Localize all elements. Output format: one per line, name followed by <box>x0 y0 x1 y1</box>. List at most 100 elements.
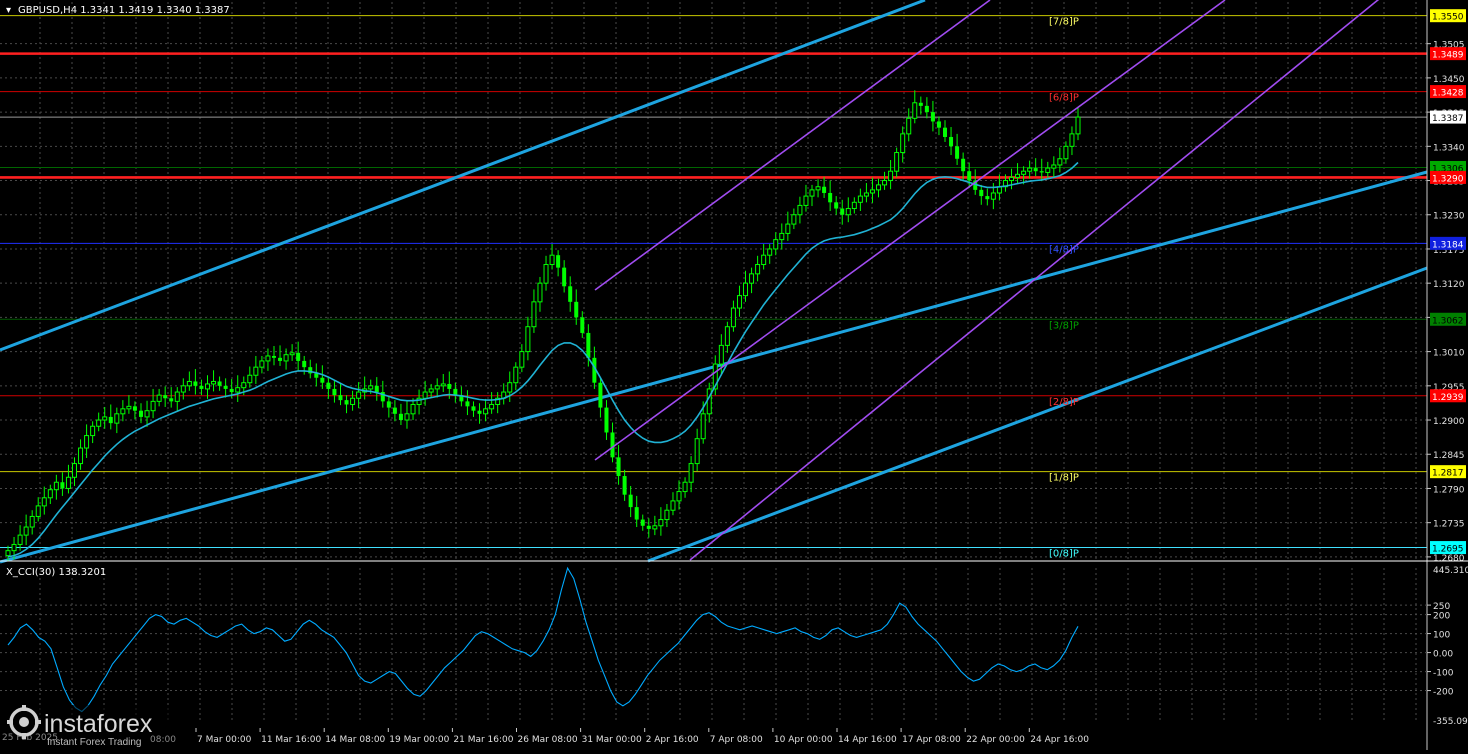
candle-body-bull <box>186 380 192 387</box>
candle-body-bear <box>955 146 960 159</box>
murray-levels <box>0 15 1427 549</box>
candle-body-bull <box>863 192 869 197</box>
candle-body-bear <box>985 196 990 200</box>
candle-body-bull <box>235 387 241 393</box>
candle-body-bull <box>289 352 295 356</box>
price-tag-label: 1.3550 <box>1432 13 1464 23</box>
candle-body-bull <box>755 264 761 275</box>
time-tick-label: 7 Apr 08:00 <box>710 735 763 745</box>
candle-body-bear <box>332 388 337 396</box>
candle-body-bull <box>845 208 851 216</box>
price-tick-label: 1.3120 <box>1433 280 1465 290</box>
level-label: [0/8]P <box>1049 549 1079 560</box>
channel-line <box>594 0 991 291</box>
candle-body-bull <box>483 408 489 415</box>
candle-body-bear <box>598 382 603 408</box>
candle-body-bull <box>495 397 501 405</box>
cci-tick-label: 0.00 <box>1433 650 1453 660</box>
moving-average-line <box>7 161 1079 558</box>
candle-body-bear <box>562 267 567 287</box>
candle-body-bull <box>718 344 724 365</box>
candle-body-bull <box>682 481 688 493</box>
candle-body-bear <box>610 432 615 458</box>
candle-body-bear <box>392 407 397 414</box>
candle-body-bull <box>17 534 23 545</box>
candle-body-bear <box>628 494 633 508</box>
candle-body-bull <box>283 354 289 362</box>
price-tag-label: 1.2939 <box>1432 393 1464 403</box>
candle-body-bear <box>302 360 307 368</box>
candle-body-bull <box>652 525 658 530</box>
level-label: [4/8]P <box>1049 244 1079 255</box>
candle-body-bear <box>973 180 978 190</box>
candle-body-bull <box>519 351 525 368</box>
candle-body-bull <box>888 170 894 182</box>
candle-body-bear <box>477 410 482 414</box>
time-tick-label: 14 Mar 08:00 <box>325 735 385 745</box>
candle-body-bear <box>398 413 403 421</box>
time-tick-label: 24 Apr 16:00 <box>1030 735 1089 745</box>
candle-body-bull <box>676 491 682 502</box>
candle-body-bull <box>712 363 718 390</box>
price-tick-label: 1.3010 <box>1433 349 1465 359</box>
candle-body-bull <box>779 232 785 241</box>
candle-body-bull <box>990 192 996 200</box>
candle-body-bull <box>41 497 47 507</box>
candle-body-bull <box>525 326 531 353</box>
candle-body-bull <box>404 413 410 421</box>
price-tag-box <box>1430 236 1466 250</box>
candle-body-bear <box>163 395 168 399</box>
candle-body-bear <box>132 406 137 411</box>
candle-body-bull <box>126 405 132 410</box>
candle-body-bear <box>169 398 174 402</box>
candle-body-bull <box>150 400 156 412</box>
candle-body-bear <box>465 401 470 407</box>
candle-body-bull <box>5 550 11 557</box>
candle-body-bull <box>894 152 900 172</box>
candle-body-bull <box>537 282 543 303</box>
candle-body-bear <box>60 482 65 489</box>
candle-body-bull <box>102 416 108 421</box>
time-tick-label: 26 Mar 08:00 <box>518 735 578 745</box>
candle-body-bear <box>616 457 621 477</box>
watermark-brand: instaforex <box>44 710 153 738</box>
candle-body-bull <box>531 301 537 328</box>
price-tick-label: 1.2790 <box>1433 485 1465 495</box>
price-tag-box <box>1430 170 1466 184</box>
candle-body-bull <box>29 515 35 528</box>
candle-body-bull <box>767 248 773 256</box>
symbol-menu-icon[interactable]: ▾ <box>6 5 11 16</box>
time-tick-label: 7 Mar 00:00 <box>197 735 252 745</box>
candle-body-bull <box>1009 176 1015 182</box>
candle-body-bear <box>622 476 627 495</box>
candle-body-bull <box>368 385 374 390</box>
candle-body-bull <box>35 505 41 517</box>
price-tag-label: 1.2817 <box>1432 469 1464 479</box>
candle-body-bull <box>1069 133 1075 147</box>
candle-body-bear <box>278 357 283 361</box>
candle-body-bull <box>658 519 664 527</box>
candle-body-bull <box>743 282 749 297</box>
price-tag-label: 1.3306 <box>1432 164 1464 174</box>
candle-body-bull <box>47 489 53 499</box>
cci-title: X_CCI(30) 138.3201 <box>6 567 106 578</box>
instaforex-logo-icon <box>7 705 41 739</box>
watermark-tagline: Instant Forex Trading <box>47 737 142 748</box>
candle-body-bear <box>471 406 476 411</box>
candle-body-bull <box>259 360 265 368</box>
candle-body-bear <box>967 171 972 181</box>
candle-body-bull <box>90 425 96 437</box>
trend-line <box>0 0 926 352</box>
price-tag-label: 1.2695 <box>1432 545 1464 555</box>
candle-body-bull <box>688 463 694 483</box>
time-tick-label: 10 Apr 00:00 <box>774 735 833 745</box>
candle-body-bear <box>592 357 597 383</box>
candle-body-bear <box>326 382 331 389</box>
price-grid <box>0 2 1427 560</box>
candle-body-bull <box>84 435 90 449</box>
candle-body-bear <box>961 158 966 172</box>
price-tag-box <box>1430 47 1466 61</box>
